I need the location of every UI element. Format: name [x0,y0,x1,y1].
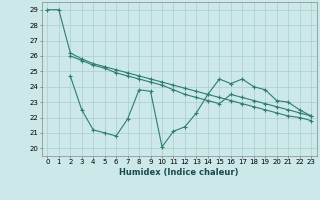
X-axis label: Humidex (Indice chaleur): Humidex (Indice chaleur) [119,168,239,177]
